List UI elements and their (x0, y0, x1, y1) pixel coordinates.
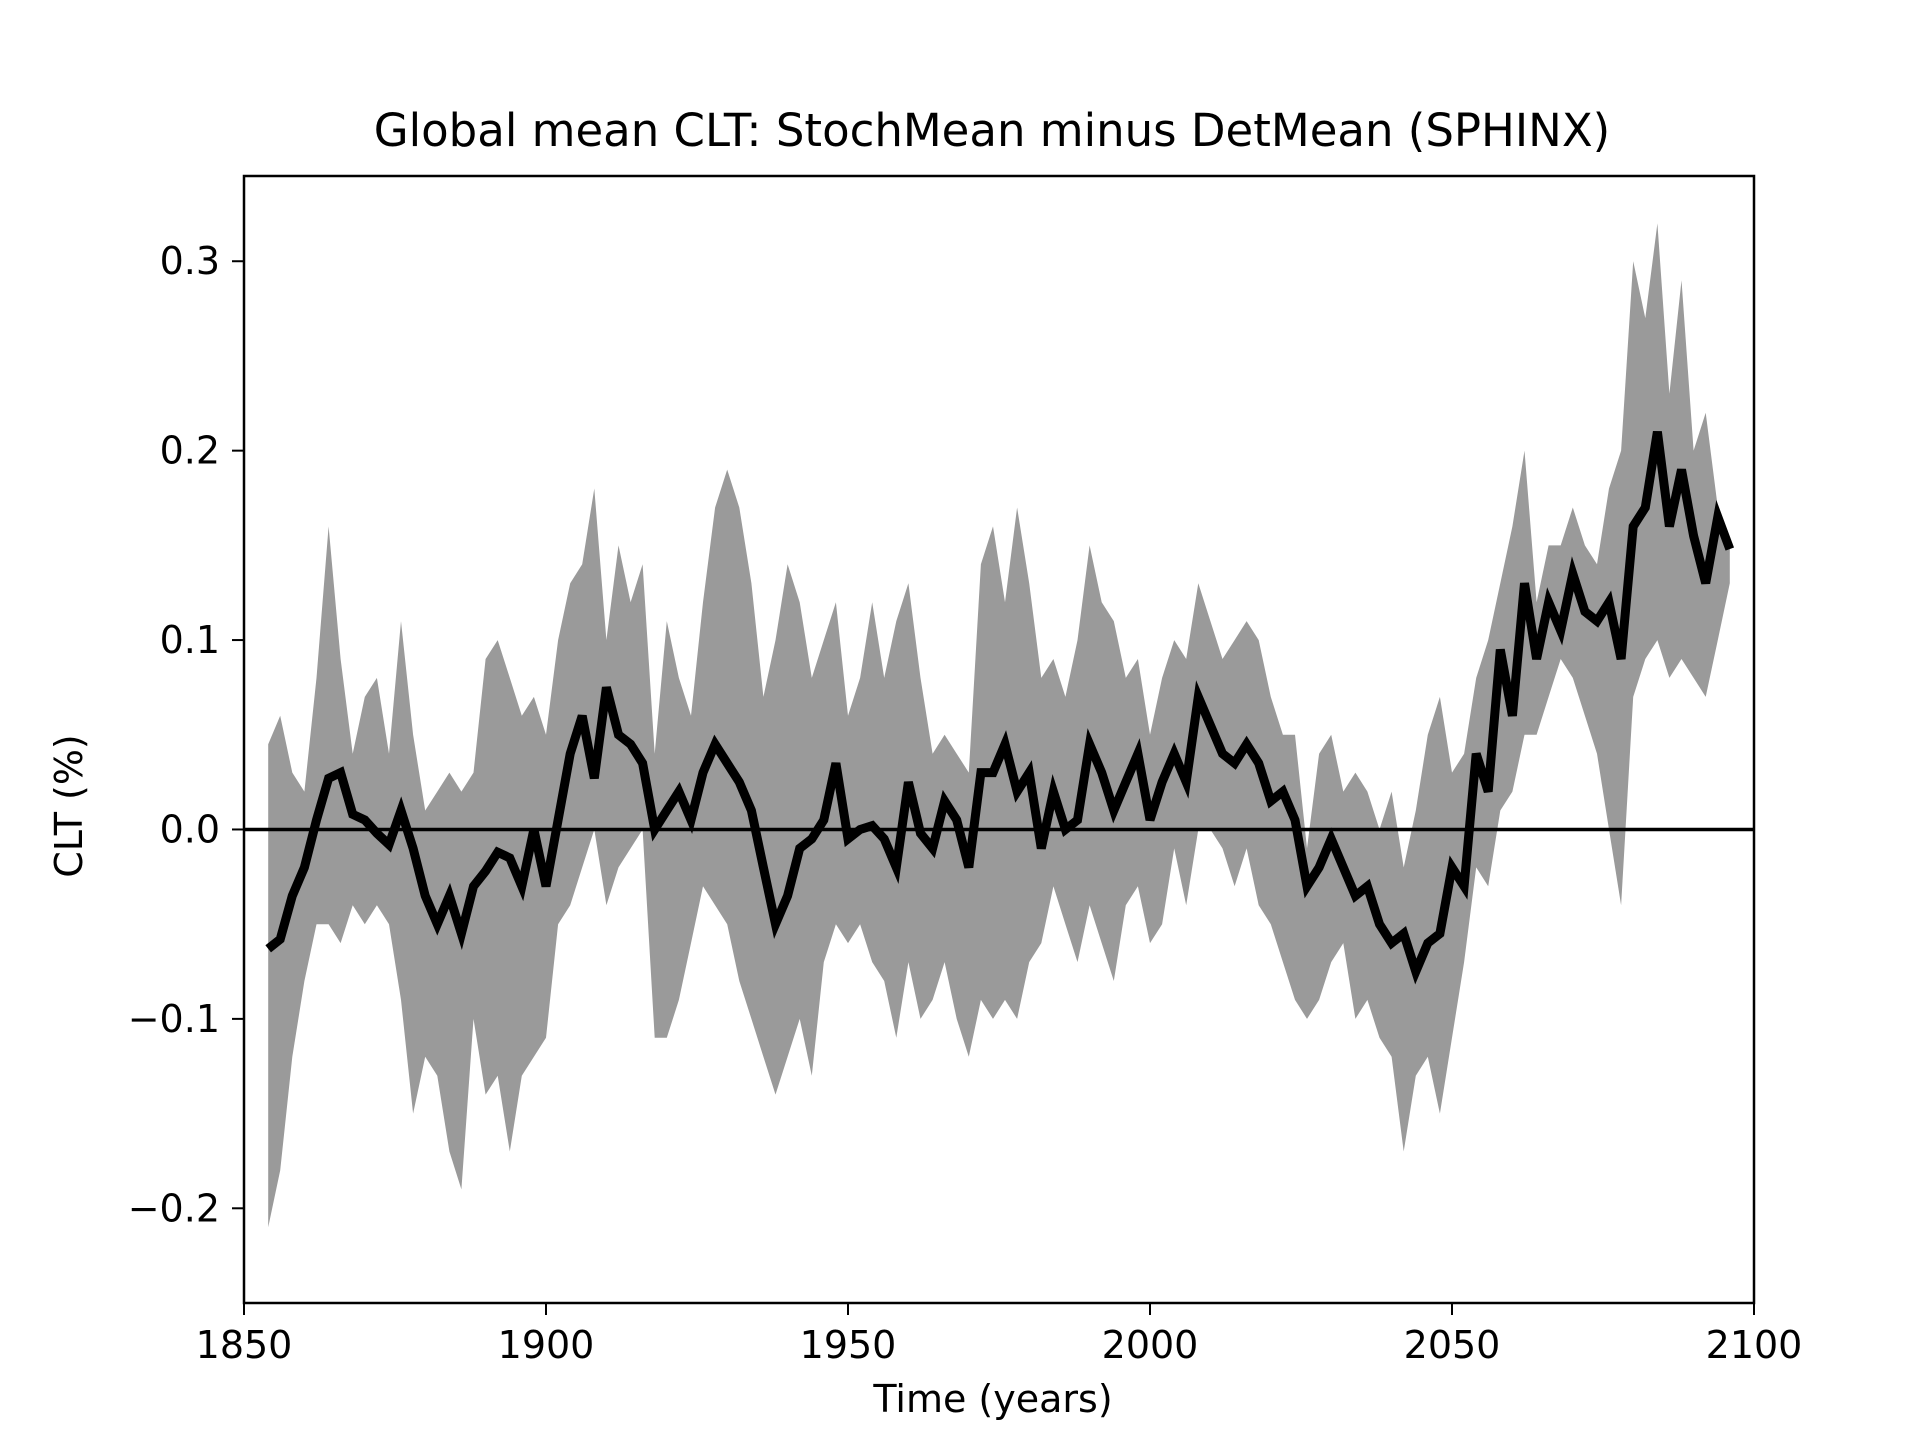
y-tick-label: 0.3 (160, 239, 220, 283)
y-tick-label: 0.2 (160, 429, 220, 473)
x-axis-label: Time (years) (872, 1377, 1112, 1421)
x-tick-label: 2000 (1102, 1323, 1199, 1367)
y-tick-label: −0.1 (128, 997, 220, 1041)
y-tick-label: 0.1 (160, 618, 220, 662)
x-tick-label: 2050 (1404, 1323, 1501, 1367)
chart-title: Global mean CLT: StochMean minus DetMean… (374, 104, 1610, 157)
y-tick-label: −0.2 (128, 1186, 220, 1230)
axes-frame (242, 174, 1756, 1305)
x-tick-label: 1850 (196, 1323, 293, 1367)
x-axis: 1850 1900 1950 2000 2050 2100 (196, 1303, 1803, 1367)
series-line (265, 430, 1735, 985)
spread-band (268, 223, 1730, 1228)
x-tick-label: 1950 (800, 1323, 897, 1367)
plot-area (242, 174, 1756, 1305)
x-tick-label: 2100 (1706, 1323, 1803, 1367)
x-tick-label: 1900 (498, 1323, 595, 1367)
y-axis: −0.2 −0.1 0.0 0.1 0.2 0.3 (128, 239, 244, 1230)
y-axis-label: CLT (%) (47, 734, 91, 878)
y-tick-label: 0.0 (160, 807, 220, 851)
